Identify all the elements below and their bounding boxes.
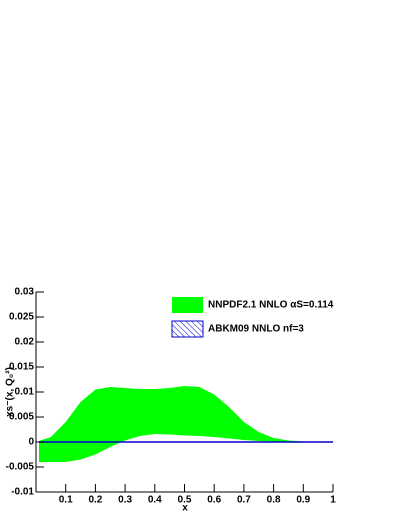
y-tick-label: 0.03 (15, 287, 35, 298)
x-tick-label: 0.7 (237, 495, 251, 506)
legend-swatch (171, 320, 204, 338)
y-tick-label: -0.005 (6, 462, 35, 473)
legend-label: ABKM09 NNLO nf=3 (208, 324, 304, 335)
x-axis-label: x (182, 503, 188, 514)
y-tick-label: 0.02 (15, 337, 35, 348)
y-tick-label: 0.01 (15, 387, 35, 398)
x-tick-label: 0.2 (88, 495, 102, 506)
y-tick-label: 0 (28, 437, 34, 448)
x-tick-label: 0.6 (207, 495, 221, 506)
x-tick-label: 1 (330, 495, 336, 506)
legend-label: NNPDF2.1 NNLO αS=0.114 (208, 300, 334, 311)
legend-swatch (172, 297, 203, 313)
x-tick-label: 0.3 (118, 495, 132, 506)
y-tick-label: 0.025 (9, 312, 34, 323)
x-tick-label: 0.4 (148, 495, 162, 506)
x-tick-label: 0.8 (267, 495, 281, 506)
x-tick-label: 0.5 (178, 495, 192, 506)
x-tick-label: 0.9 (296, 495, 310, 506)
y-tick-label: 0.015 (9, 362, 34, 373)
y-axis-label: xs⁻(x, Q₀²) (5, 367, 16, 417)
y-tick-label: -0.01 (11, 487, 34, 498)
y-tick-label: 0.005 (9, 412, 34, 423)
x-tick-label: 0.1 (59, 495, 73, 506)
band (38, 386, 333, 462)
